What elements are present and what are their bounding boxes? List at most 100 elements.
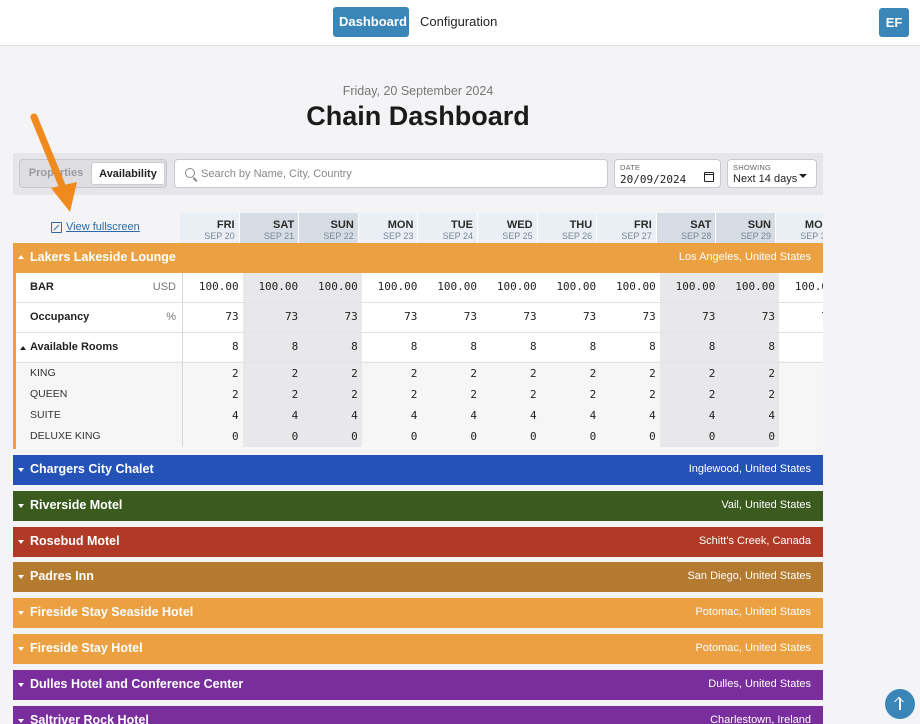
search-box	[174, 159, 608, 188]
property-banner[interactable]: Fireside Stay Seaside Hotel Potomac, Unit…	[13, 598, 823, 629]
metric-value-cell: 73	[225, 310, 239, 323]
room-type-value-cell: 0	[410, 430, 418, 443]
room-type-label: QUEEN	[30, 388, 68, 400]
scroll-to-top-button[interactable]	[885, 689, 915, 719]
nav-configuration-button[interactable]: Configuration	[420, 14, 498, 29]
room-type-value-cell: 2	[410, 367, 418, 380]
property-banner[interactable]: Saltriver Rock Hotel Charlestown, Ireland	[13, 705, 823, 724]
metric-value-cell: 100.00	[302, 273, 362, 303]
metric-label-cell[interactable]: Available Rooms	[16, 333, 183, 363]
day-of-week: THU	[569, 219, 593, 231]
room-type-value-cell: 4	[302, 405, 362, 426]
room-type-value-cell: 4	[589, 409, 597, 422]
date-label: DATE	[620, 163, 641, 172]
metric-label: Available Rooms	[30, 341, 119, 353]
metric-value-cell: 8	[779, 333, 823, 363]
availability-tab[interactable]: Availability	[91, 162, 165, 185]
room-type-value-cell: 0	[589, 430, 597, 443]
metric-value-cell: 8	[302, 333, 362, 363]
date-picker[interactable]: DATE 20/09/2024	[614, 159, 721, 188]
property-banner[interactable]: Fireside Stay Hotel Potomac, United State…	[13, 634, 823, 664]
property-location: Vail, United States	[721, 498, 811, 511]
metric-value-cell: 73	[719, 303, 779, 333]
room-type-value-cell: 2	[779, 384, 823, 405]
metric-value-cell: 100.00	[198, 280, 239, 293]
calendar-icon[interactable]	[704, 172, 714, 182]
metric-value-cell: 100.00	[794, 280, 823, 293]
property-location: Los Angeles, United States	[678, 251, 811, 263]
property-banner[interactable]: Padres Inn San Diego, United States	[13, 562, 823, 593]
chevron-up-icon[interactable]	[18, 255, 24, 259]
day-date: SEP 29	[740, 231, 771, 241]
room-type-value-cell: 0	[659, 426, 720, 447]
chevron-down-icon[interactable]	[18, 718, 24, 723]
metric-label-cell: BAR USD	[16, 273, 183, 303]
room-type-value-cell: 2	[470, 367, 477, 380]
property-name: Rosebud Motel	[30, 533, 120, 548]
property-name: Lakers Lakeside Lounge	[30, 250, 176, 264]
metric-value-cell: 100.00	[377, 280, 418, 293]
metric-value-cell: 8	[231, 340, 239, 353]
property-name: Dulles Hotel and Conference Center	[30, 676, 244, 691]
room-type-value-cell: 2	[231, 367, 239, 380]
room-type-value-cell: 2	[649, 388, 656, 401]
day-date: SEP 28	[681, 231, 712, 241]
metric-value-cell: 8	[719, 333, 779, 363]
day-date: SEP 23	[383, 231, 414, 241]
day-date: SEP 25	[502, 231, 533, 241]
view-fullscreen-link[interactable]: View fullscreen	[66, 221, 140, 233]
property-location: San Diego, United States	[687, 570, 811, 583]
property-banner[interactable]: Riverside Motel Vail, United States	[13, 490, 823, 521]
metric-label: BAR	[30, 281, 54, 293]
chevron-down-icon[interactable]	[18, 682, 24, 687]
property-location: Potomac, United States	[695, 606, 811, 619]
property-name: Chargers City Chalet	[30, 462, 154, 476]
room-type-value-cell: 0	[529, 430, 537, 443]
chevron-down-icon[interactable]	[18, 611, 24, 616]
metric-value-cell: 8	[470, 340, 477, 353]
property-banner-expanded[interactable]: Lakers Lakeside Lounge Los Angeles, Unit…	[13, 243, 823, 273]
day-date: SEP 30	[800, 231, 823, 241]
room-type-label: KING	[30, 367, 56, 379]
room-type-label-cell: KING	[16, 363, 183, 384]
room-type-value-cell: 4	[719, 405, 779, 426]
chevron-up-icon[interactable]	[20, 346, 26, 350]
metric-value-cell: 73	[463, 310, 477, 323]
chevron-down-icon[interactable]	[18, 468, 24, 472]
room-type-value-cell: 2	[779, 363, 823, 384]
metric-value-cell: 8	[649, 340, 656, 353]
metric-value-cell: 73	[302, 303, 362, 333]
date-value[interactable]: 20/09/2024	[620, 173, 687, 186]
room-type-value-cell: 0	[779, 426, 823, 447]
day-date: SEP 26	[561, 231, 593, 241]
chevron-down-icon[interactable]	[18, 647, 24, 651]
metric-value-cell: 100.00	[616, 280, 656, 293]
day-header: FRI SEP 20	[180, 213, 240, 243]
filter-toolbar: Properties Availability DATE 20/09/2024 …	[13, 153, 823, 195]
metric-value-cell: 73	[779, 303, 823, 333]
room-type-value-cell: 2	[659, 384, 720, 405]
property-details: BAR USD 100.00 100.00 100.00 100.00 100.00 100.…	[13, 273, 823, 449]
property-banner[interactable]: Dulles Hotel and Conference Center Dulles…	[13, 669, 823, 700]
chevron-down-icon[interactable]	[18, 539, 24, 544]
property-banner[interactable]: Rosebud Motel Schitt's Creek, Canada	[13, 526, 823, 557]
user-avatar[interactable]: EF	[879, 8, 909, 37]
metric-value-cell: 73	[404, 310, 418, 323]
search-input[interactable]	[201, 164, 601, 184]
day-date: SEP 21	[263, 231, 295, 241]
room-type-value-cell: 2	[529, 367, 537, 380]
metric-value-cell: 73	[582, 310, 597, 323]
room-type-value-cell: 4	[231, 409, 239, 422]
chevron-down-icon[interactable]	[18, 503, 24, 508]
room-type-label-cell: QUEEN	[16, 384, 183, 405]
page-title: Chain Dashboard	[306, 101, 530, 131]
metric-value-cell: 73	[659, 303, 720, 333]
property-banner[interactable]: Chargers City Chalet Inglewood, United St…	[13, 455, 823, 485]
nav-dashboard-button[interactable]: Dashboard	[333, 7, 409, 37]
showing-select[interactable]: SHOWING Next 14 days	[727, 159, 817, 188]
chevron-down-icon[interactable]	[18, 575, 24, 580]
property-location: Charlestown, Ireland	[710, 713, 811, 724]
property-location: Inglewood, United States	[688, 463, 811, 475]
room-type-value-cell: 2	[231, 388, 239, 401]
metric-value-cell: 8	[410, 340, 418, 353]
